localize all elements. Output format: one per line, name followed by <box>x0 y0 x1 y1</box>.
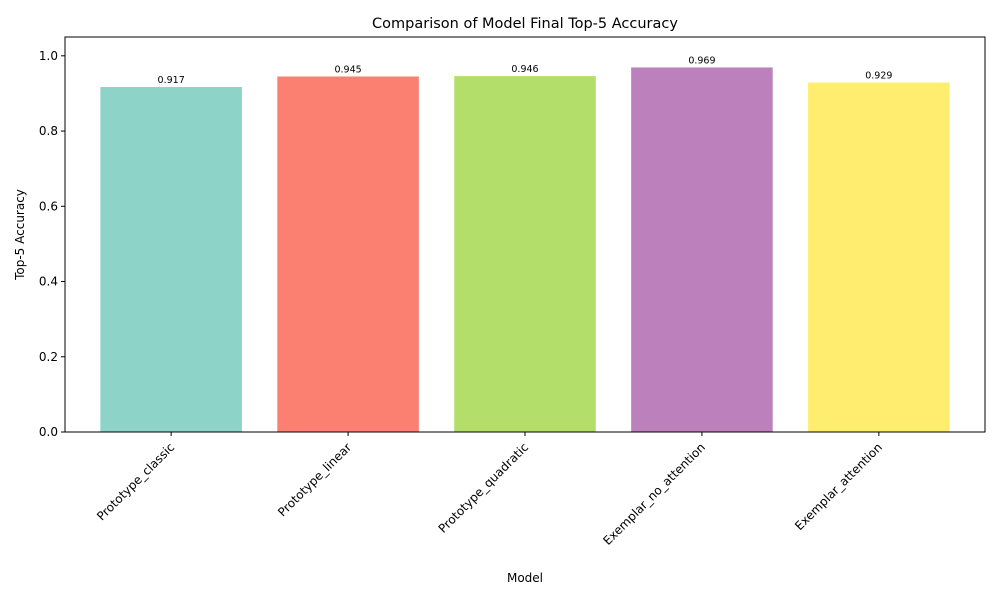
bar-Prototype_quadratic <box>454 76 596 432</box>
data-labels-group: 0.917 0.945 0.946 0.969 0.929 <box>158 55 893 86</box>
x-tick-label: Exemplar_attention <box>792 440 885 533</box>
data-label-Exemplar_attention: 0.929 <box>865 71 892 82</box>
y-axis: 0.0 0.2 0.4 0.6 0.8 1.0 <box>39 49 65 439</box>
data-label-Prototype_classic: 0.917 <box>158 75 185 86</box>
x-tick-label: Prototype_classic <box>94 440 177 523</box>
chart-title: Comparison of Model Final Top-5 Accuracy <box>372 16 678 32</box>
bar-Prototype_linear <box>277 76 419 432</box>
x-axis-label: Model <box>507 571 543 585</box>
data-label-Prototype_quadratic: 0.946 <box>511 64 538 75</box>
x-tick-label: Prototype_linear <box>275 440 354 519</box>
bar-Exemplar_no_attention <box>631 67 773 432</box>
data-label-Exemplar_no_attention: 0.969 <box>688 55 715 66</box>
y-tick-label: 0.0 <box>39 425 58 439</box>
y-axis-label: Top-5 Accuracy <box>13 189 27 281</box>
y-tick-label: 0.6 <box>39 199 58 213</box>
y-tick-label: 0.2 <box>39 350 58 364</box>
bars-group <box>100 67 950 433</box>
x-axis: Prototype_classic Prototype_linear Prototy… <box>94 432 885 548</box>
y-tick-label: 1.0 <box>39 49 58 63</box>
x-tick-label: Exemplar_no_attention <box>600 440 708 548</box>
bar-Exemplar_attention <box>808 82 950 433</box>
y-tick-label: 0.8 <box>39 124 58 138</box>
bar-Prototype_classic <box>100 87 242 433</box>
y-tick-label: 0.4 <box>39 275 58 289</box>
x-tick-label: Prototype_quadratic <box>436 440 531 535</box>
data-label-Prototype_linear: 0.945 <box>334 65 361 76</box>
